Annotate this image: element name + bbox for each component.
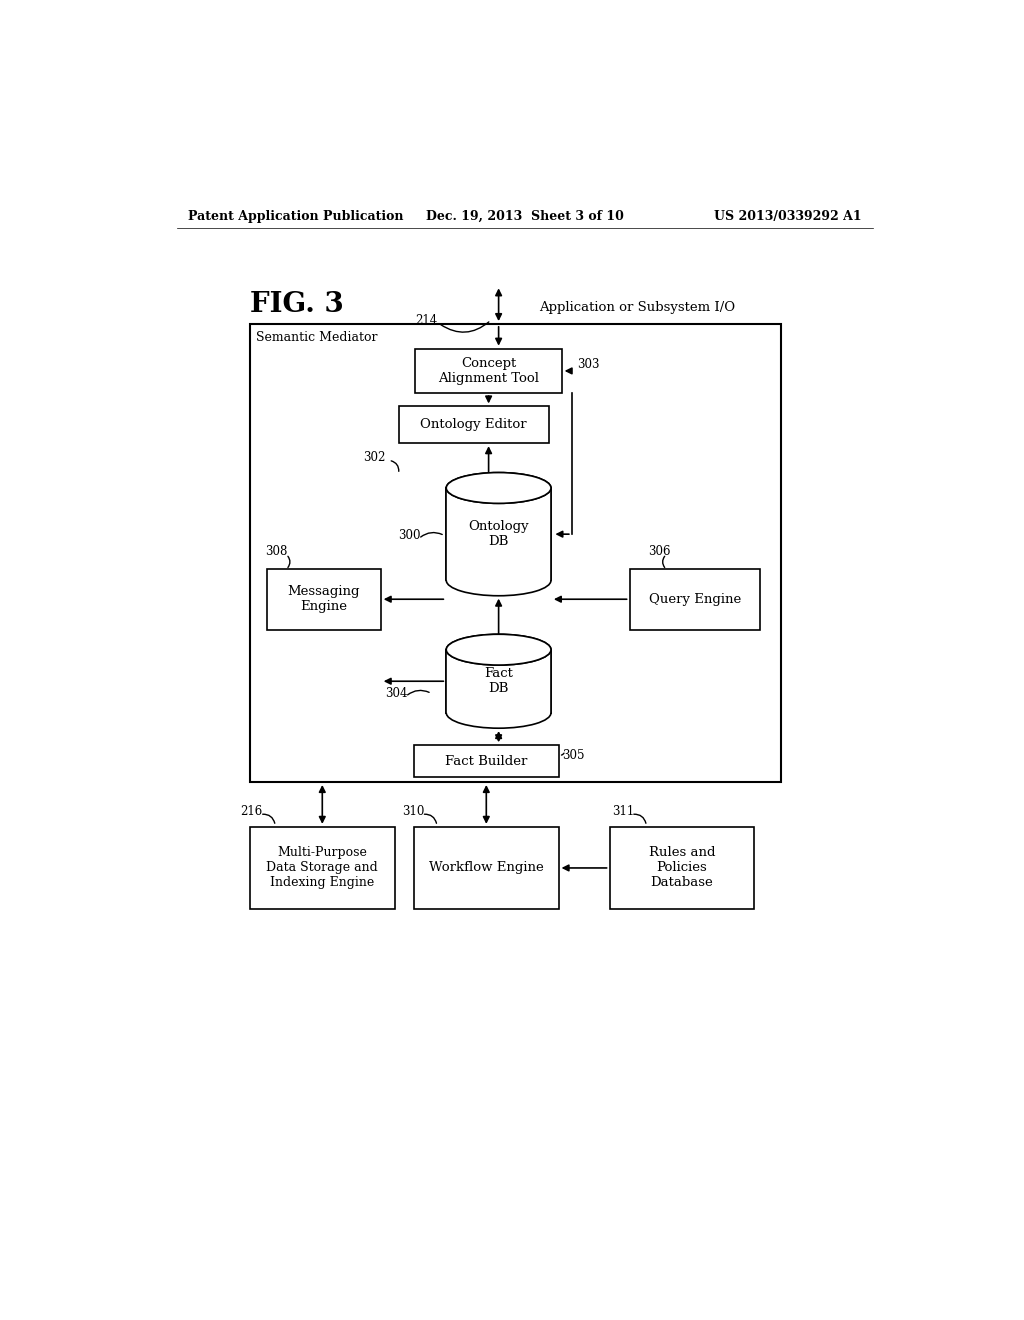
Bar (398, 407, 549, 444)
Bar (446, 488, 551, 581)
Bar (250, 323, 781, 781)
Text: Dec. 19, 2013  Sheet 3 of 10: Dec. 19, 2013 Sheet 3 of 10 (426, 210, 624, 223)
Bar (630, 569, 761, 630)
Text: Ontology
DB: Ontology DB (468, 520, 529, 548)
Text: 214: 214 (416, 314, 437, 326)
Bar (414, 744, 559, 777)
Text: Concept
Alignment Tool: Concept Alignment Tool (438, 356, 539, 385)
Text: Application or Subsystem I/O: Application or Subsystem I/O (539, 301, 735, 314)
Text: US 2013/0339292 A1: US 2013/0339292 A1 (715, 210, 862, 223)
Bar (250, 826, 394, 909)
Bar (267, 569, 381, 630)
Text: 311: 311 (612, 805, 635, 818)
Text: 303: 303 (578, 358, 600, 371)
Text: Multi-Purpose
Data Storage and
Indexing Engine: Multi-Purpose Data Storage and Indexing … (266, 846, 378, 890)
Text: 306: 306 (648, 545, 671, 557)
Text: 302: 302 (364, 450, 385, 463)
Text: Fact
DB: Fact DB (484, 667, 513, 696)
Text: 310: 310 (402, 805, 425, 818)
Ellipse shape (446, 473, 551, 503)
Text: 300: 300 (397, 529, 420, 543)
Text: Ontology Editor: Ontology Editor (420, 418, 527, 432)
Text: Messaging
Engine: Messaging Engine (288, 585, 360, 614)
Bar (446, 649, 551, 713)
Ellipse shape (446, 635, 551, 665)
Text: Rules and
Policies
Database: Rules and Policies Database (648, 846, 715, 890)
Text: Semantic Mediator: Semantic Mediator (256, 331, 378, 345)
Text: 216: 216 (241, 805, 263, 818)
Text: Workflow Engine: Workflow Engine (429, 862, 544, 874)
Text: 305: 305 (562, 748, 585, 762)
Bar (416, 348, 562, 393)
Text: 304: 304 (385, 686, 408, 700)
Text: 308: 308 (265, 545, 288, 557)
Text: FIG. 3: FIG. 3 (250, 292, 344, 318)
Ellipse shape (446, 635, 551, 665)
Bar (414, 826, 559, 909)
Ellipse shape (446, 473, 551, 503)
Text: Patent Application Publication: Patent Application Publication (188, 210, 403, 223)
Text: Query Engine: Query Engine (649, 593, 741, 606)
Bar (609, 826, 755, 909)
Text: Fact Builder: Fact Builder (445, 755, 527, 768)
